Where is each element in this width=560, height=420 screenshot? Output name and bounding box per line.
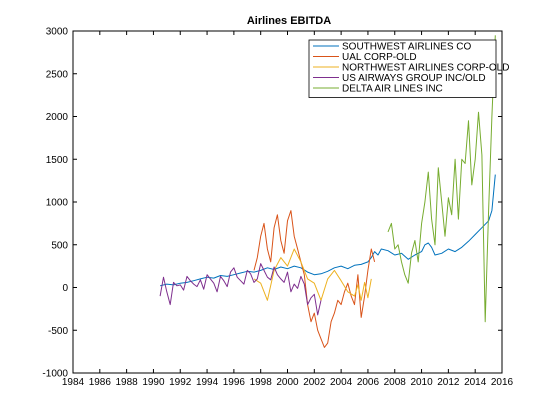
x-tick-label: 1984 <box>62 377 85 388</box>
y-tick-label: 1000 <box>46 198 69 209</box>
series-line-3 <box>159 263 322 316</box>
y-tick-label: 0 <box>62 283 68 294</box>
x-tick-label: 2004 <box>330 377 353 388</box>
x-tick-label: 2006 <box>357 377 380 388</box>
legend-label-1: UAL CORP-OLD <box>342 52 417 63</box>
y-tick-label: -1000 <box>42 369 68 380</box>
x-tick-label: 1998 <box>250 377 273 388</box>
x-tick-label: 2000 <box>276 377 299 388</box>
legend-label-4: DELTA AIR LINES INC <box>342 84 443 95</box>
plot-area <box>159 35 496 348</box>
y-tick-label: -500 <box>48 326 68 337</box>
x-tick-label: 1986 <box>89 377 112 388</box>
legend-label-0: SOUTHWEST AIRLINES CO <box>342 42 472 53</box>
series-line-1 <box>253 210 376 348</box>
x-tick-label: 2010 <box>410 377 433 388</box>
chart-title: Airlines EBITDA <box>247 15 331 27</box>
series-line-4 <box>387 35 496 323</box>
x-tick-label: 1996 <box>223 377 246 388</box>
x-tick-label: 2012 <box>437 377 460 388</box>
x-tick-label: 2002 <box>303 377 326 388</box>
y-tick-label: 2000 <box>46 112 69 123</box>
legend-box <box>308 39 497 98</box>
axes: 1984 1986 1988 1990 1992 1994 1996 1998 2000 2002… <box>42 27 513 389</box>
x-tick-label: 1994 <box>196 377 219 388</box>
legend-label-2: NORTHWEST AIRLINES CORP-OLD <box>342 63 509 74</box>
x-tick-label: 1992 <box>169 377 192 388</box>
y-tick-label: 3000 <box>46 27 69 38</box>
x-tick-label: 2014 <box>464 377 487 388</box>
x-tick-label: 1988 <box>116 377 139 388</box>
y-tick-label: 1500 <box>46 155 69 166</box>
x-tick-label: 2016 <box>491 377 514 388</box>
y-tick-label: 2500 <box>46 69 69 80</box>
x-tick-label: 2008 <box>384 377 407 388</box>
series-lines <box>159 35 496 348</box>
legend-label-3: US AIRWAYS GROUP INC/OLD <box>342 73 486 84</box>
x-tick-label: 1990 <box>142 377 165 388</box>
series-line-0 <box>159 174 496 287</box>
y-tick-label: 500 <box>51 240 68 251</box>
